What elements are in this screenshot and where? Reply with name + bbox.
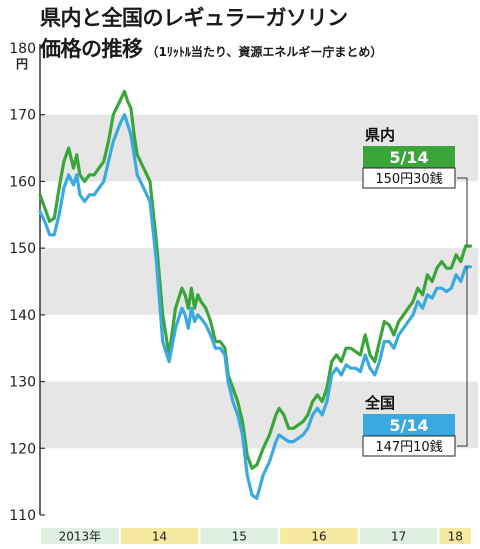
source-note: （1ﾘｯﾄﾙ当たり、資源エネルギー庁まとめ） — [146, 45, 383, 59]
y-tick-label: 150 — [9, 241, 36, 257]
year-band — [280, 528, 358, 544]
series-line-全国 — [38, 113, 472, 500]
x-tick-label: 17 — [391, 530, 406, 544]
callout-value-box — [362, 167, 456, 189]
y-tick-label: 160 — [9, 174, 36, 190]
callout-leader-line — [457, 177, 468, 247]
y-unit-label: 円 — [16, 57, 28, 71]
year-band — [41, 528, 119, 544]
chart-subtitle-line: 価格の推移 （1ﾘｯﾄﾙ当たり、資源エネルギー庁まとめ） — [40, 33, 382, 63]
callout-date-box — [363, 146, 455, 168]
grid-band — [40, 248, 478, 315]
x-tick-label: 18 — [448, 530, 463, 544]
callout-date: 5/14 — [389, 416, 428, 435]
x-tick-label: 15 — [232, 530, 247, 544]
year-band — [439, 528, 471, 544]
x-axis-year-bands: 2013年 14 15 16 17 18 — [41, 528, 471, 544]
y-tick-label: 140 — [9, 308, 36, 324]
year-band — [359, 528, 438, 544]
year-band — [200, 528, 279, 544]
chart-title-line2: 価格の推移 — [40, 37, 143, 61]
y-tick-label: 170 — [9, 108, 36, 124]
callout-value: 150円30銭 — [375, 172, 442, 187]
callout-value-box — [362, 435, 456, 457]
y-tick-label: 120 — [9, 441, 36, 457]
callout-date-box — [363, 414, 455, 436]
callout-value: 147円10銭 — [375, 440, 442, 455]
chart-title: 県内と全国のレギュラーガソリン — [40, 6, 348, 30]
callout-leader-line — [457, 266, 468, 447]
series-line-県内 — [38, 89, 472, 470]
callout-series-label: 県内 — [365, 126, 395, 144]
year-band — [120, 528, 199, 544]
x-tick-label: 14 — [152, 530, 167, 544]
callout-series-label: 全国 — [364, 394, 395, 412]
x-tick-label: 2013年 — [59, 530, 102, 544]
x-tick-label: 16 — [311, 530, 326, 544]
callout-date: 5/14 — [389, 148, 428, 167]
plot-area — [38, 89, 472, 500]
y-tick-label: 130 — [9, 375, 36, 391]
y-tick-label: 180 — [9, 41, 36, 57]
y-tick-label: 110 — [9, 508, 36, 524]
